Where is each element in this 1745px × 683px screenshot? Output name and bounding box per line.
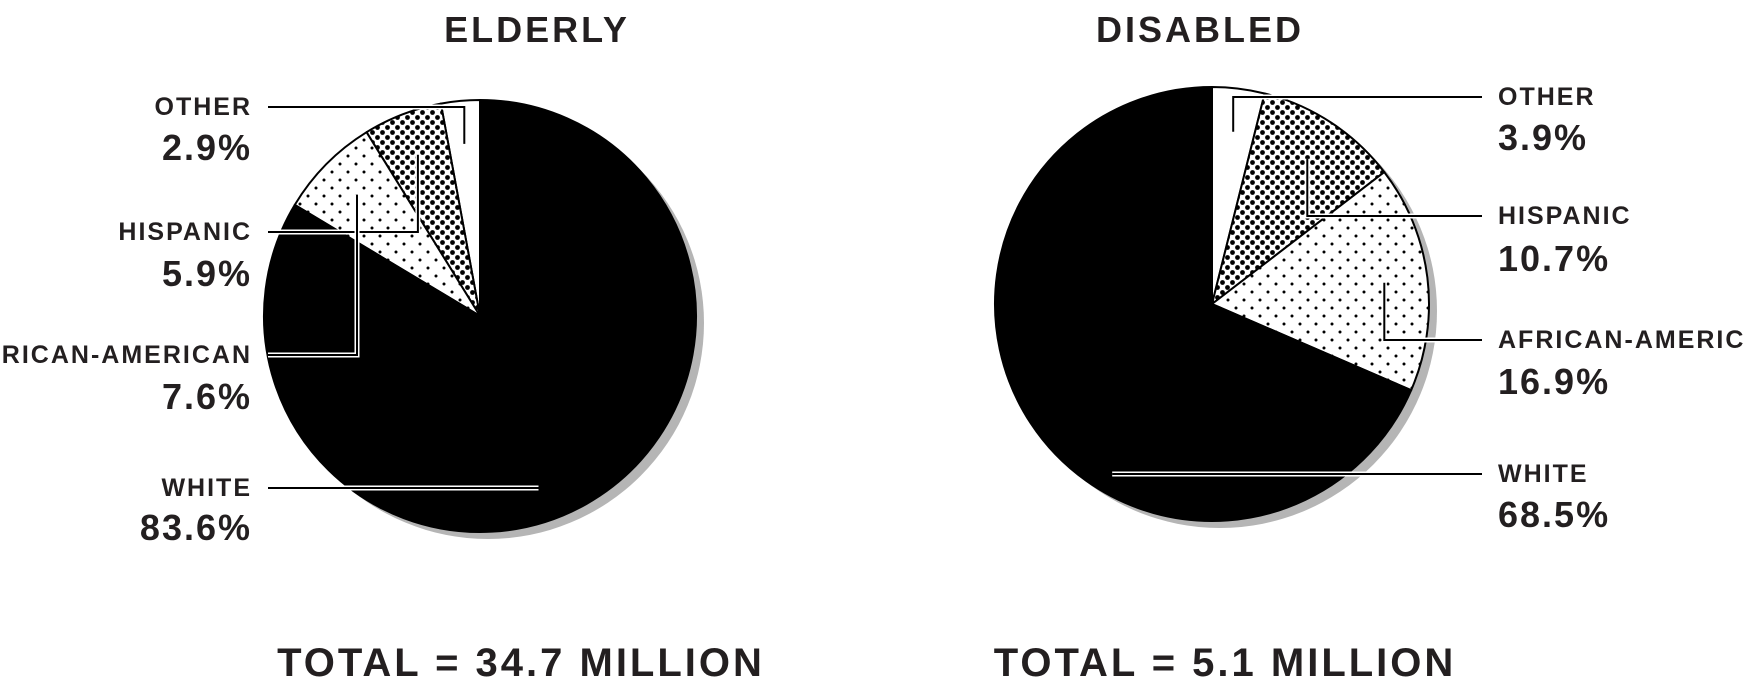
disabled-label-other: OTHER (1498, 83, 1596, 111)
elderly-value-hispanic: 5.9% (162, 253, 252, 294)
elderly-leader-line-other (268, 106, 466, 144)
elderly-legend: OTHER 2.9% HISPANIC 5.9% AFRICAN-AMERICAN 7.6… (0, 93, 539, 548)
elderly-slice-white (263, 99, 697, 533)
disabled-value-white: 68.5% (1498, 494, 1610, 535)
elderly-label-african-american: AFRICAN-AMERICAN (0, 341, 252, 369)
disabled-legend: OTHER 3.9% HISPANIC 10.7% AFRICAN-AMERICAN 16… (1112, 83, 1745, 535)
disabled-pie (994, 86, 1437, 528)
elderly-value-african-american: 7.6% (162, 376, 252, 417)
elderly-label-white: WHITE (161, 474, 252, 502)
elderly-label-other: OTHER (155, 93, 253, 121)
disabled-leader-line-other (1232, 96, 1482, 132)
elderly-title: ELDERLY (444, 9, 630, 50)
disabled-label-hispanic: HISPANIC (1498, 202, 1632, 230)
elderly-slice-african-american (293, 131, 481, 317)
elderly-value-other: 2.9% (162, 127, 252, 168)
elderly-chart: ELDERLY OTHER 2.9% HISPANIC 5.9% AFRICAN-AME… (0, 9, 765, 683)
elderly-total: TOTAL = 34.7 MILLION (277, 641, 765, 683)
elderly-pie (263, 99, 704, 539)
disabled-slice-white (994, 86, 1413, 522)
elderly-leader-line-african-american (268, 194, 358, 356)
disabled-value-african-american: 16.9% (1498, 361, 1610, 402)
disabled-total: TOTAL = 5.1 MILLION (994, 641, 1457, 683)
disabled-leader-line-hispanic (1306, 158, 1482, 217)
elderly-label-hispanic: HISPANIC (118, 218, 252, 246)
disabled-label-white: WHITE (1498, 460, 1589, 488)
disabled-slice-african-american (1211, 171, 1430, 392)
disabled-chart: DISABLED OTHER 3.9% HISPANIC 10.7% AFRICAN-A… (994, 9, 1745, 683)
disabled-leader-line-african-american (1383, 282, 1482, 341)
elderly-leader-line-hispanic (268, 154, 419, 233)
elderly-value-white: 83.6% (140, 507, 252, 548)
disabled-value-other: 3.9% (1498, 117, 1588, 158)
disabled-value-hispanic: 10.7% (1498, 238, 1610, 279)
disabled-title: DISABLED (1096, 9, 1304, 50)
disabled-label-african-american: AFRICAN-AMERICAN (1498, 326, 1745, 354)
